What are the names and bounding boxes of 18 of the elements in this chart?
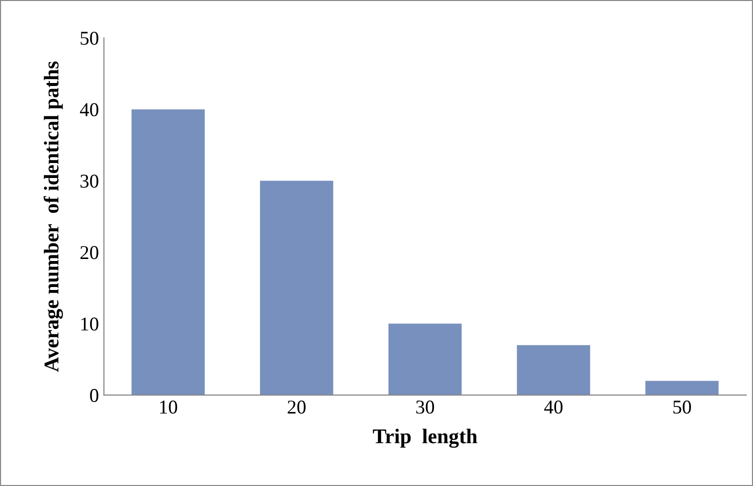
bar [260,180,334,396]
bar [516,345,590,396]
y-tick-label: 0 [90,388,98,402]
y-tick-label: 20 [80,246,98,260]
y-tick-label: 50 [80,32,98,45]
y-tick-label: 40 [80,103,98,116]
bar [645,380,719,396]
x-axis-title: Trip length [372,428,478,448]
x-tick-label: 40 [544,400,563,414]
y-tick-label: 10 [81,317,98,331]
x-tick-label: 50 [673,400,691,414]
y-axis-title: Average number of identical paths [44,61,63,372]
x-tick-label: 30 [416,400,434,414]
bar [388,324,462,396]
y-tick-label: 30 [80,174,98,188]
bar [132,109,205,396]
x-tick-label: 10 [160,400,178,414]
x-tick-label: 20 [288,400,306,414]
